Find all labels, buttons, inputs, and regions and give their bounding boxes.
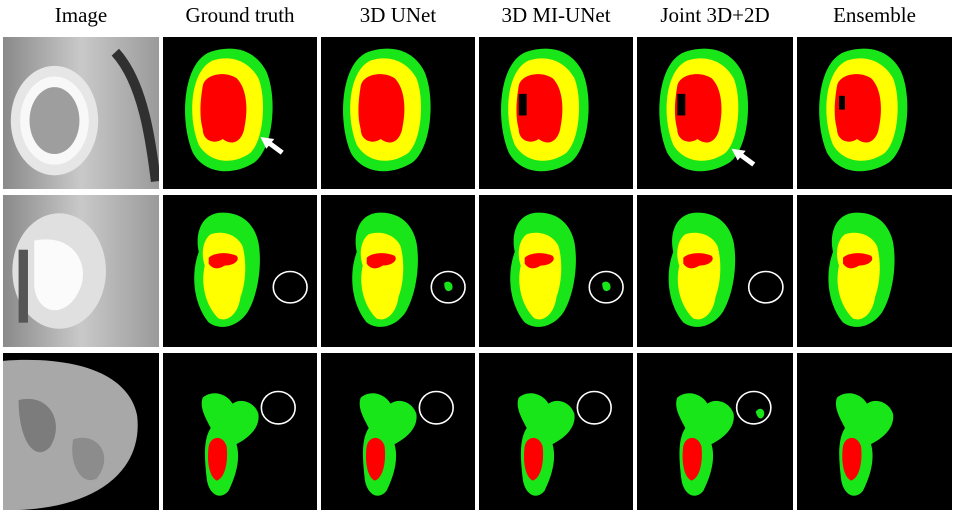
annotation-arrow-icon xyxy=(260,137,284,155)
segmentation-gt-row-1 xyxy=(185,48,273,172)
segmentation-miunet-row-2 xyxy=(510,212,611,327)
column-header-image: Image xyxy=(54,3,108,27)
mri-slice-row-1 xyxy=(3,37,159,189)
enhancing-region xyxy=(677,232,721,320)
necrosis-region xyxy=(524,253,554,269)
dark-core xyxy=(839,95,845,110)
panel-gt-row-2 xyxy=(194,212,308,327)
cell-image-row-3 xyxy=(3,353,159,510)
necrosis-region xyxy=(200,74,247,143)
column-header-gt: Ground truth xyxy=(185,3,295,27)
dark-core xyxy=(518,93,527,116)
cell-gt-row-1 xyxy=(163,37,317,189)
segmentation-joint-row-1 xyxy=(659,48,749,172)
necrosis-region xyxy=(516,74,563,143)
column-header-ensemble: Ensemble xyxy=(833,3,916,27)
cell-gt-row-3 xyxy=(163,353,317,510)
annotation-circle-icon xyxy=(747,270,784,304)
necrosis-region xyxy=(843,253,873,269)
cell-ensemble-row-3 xyxy=(797,353,952,510)
mri-slice-row-2 xyxy=(3,195,159,347)
segmentation-unet3d-row-1 xyxy=(343,48,431,172)
necrosis-region xyxy=(683,253,713,269)
panel-gt-row-1 xyxy=(185,48,284,172)
necrosis-region xyxy=(366,253,396,269)
necrosis-region xyxy=(207,437,228,481)
segmentation-unet3d-row-2 xyxy=(352,212,453,327)
enhancing-region xyxy=(837,232,880,320)
segmentation-miunet-row-3 xyxy=(517,393,575,496)
necrosis-region xyxy=(682,437,702,481)
necrosis-region xyxy=(365,437,386,481)
segmentation-gt-row-2 xyxy=(194,212,260,327)
necrosis-region xyxy=(358,74,405,143)
cell-unet3d-row-1 xyxy=(321,37,475,189)
necrosis-region xyxy=(523,437,544,481)
enhancing-region xyxy=(202,232,246,320)
segmentation-unet3d-row-3 xyxy=(359,393,417,496)
panel-gt-row-3 xyxy=(201,390,296,496)
mri-slice-row-3 xyxy=(3,353,159,510)
panel-image-row-3 xyxy=(3,353,159,510)
panel-joint-row-2 xyxy=(668,212,784,327)
enhancing-region xyxy=(360,232,404,320)
cell-joint-row-3 xyxy=(637,353,793,510)
cell-unet3d-row-2 xyxy=(321,195,475,347)
necrosis-region xyxy=(674,74,722,143)
enhancing-region xyxy=(518,232,562,320)
panel-miunet-row-2 xyxy=(510,212,624,327)
annotation-circle-icon xyxy=(260,390,296,425)
annotation-circle-icon xyxy=(735,390,772,425)
panel-miunet-row-3 xyxy=(517,390,612,496)
segmentation-gt-row-3 xyxy=(201,393,259,496)
annotation-arrow-icon xyxy=(731,148,756,167)
cell-ensemble-row-1 xyxy=(797,37,952,189)
cell-gt-row-2 xyxy=(163,195,317,347)
cell-miunet-row-2 xyxy=(479,195,633,347)
necrosis-region xyxy=(842,437,862,481)
cell-image-row-2 xyxy=(3,195,159,347)
column-header-miunet: 3D MI-UNet xyxy=(501,3,611,27)
segmentation-joint-row-2 xyxy=(668,212,736,327)
panel-ensemble-row-1 xyxy=(819,48,908,172)
cell-miunet-row-1 xyxy=(479,37,633,189)
annotation-circle-icon xyxy=(272,270,308,304)
cell-joint-row-2 xyxy=(637,195,793,347)
necrosis-region xyxy=(834,74,881,143)
necrosis-region xyxy=(208,253,238,269)
segmentation-miunet-row-1 xyxy=(501,48,589,172)
panel-ensemble-row-2 xyxy=(828,212,895,327)
cell-joint-row-1 xyxy=(637,37,793,189)
panel-unet3d-row-2 xyxy=(352,212,466,327)
cell-ensemble-row-2 xyxy=(797,195,952,347)
panel-image-row-1 xyxy=(3,37,159,189)
segmentation-joint-row-3 xyxy=(676,393,765,496)
cell-unet3d-row-3 xyxy=(321,353,475,510)
panel-miunet-row-1 xyxy=(501,48,589,172)
segmentation-ensemble-row-2 xyxy=(828,212,895,327)
annotation-circle-icon xyxy=(576,390,612,425)
panel-unet3d-row-3 xyxy=(359,390,454,496)
segmentation-ensemble-row-1 xyxy=(819,48,908,172)
panel-joint-row-3 xyxy=(676,390,772,496)
dark-core xyxy=(677,93,686,116)
annotation-circle-icon xyxy=(588,270,624,304)
panel-unet3d-row-1 xyxy=(343,48,431,172)
annotation-circle-icon xyxy=(430,270,466,304)
cell-miunet-row-3 xyxy=(479,353,633,510)
segmentation-ensemble-row-3 xyxy=(835,393,894,496)
panel-image-row-2 xyxy=(3,195,159,347)
annotation-circle-icon xyxy=(418,390,454,425)
cell-image-row-1 xyxy=(3,37,159,189)
column-header-unet3d: 3D UNet xyxy=(359,3,437,27)
panel-joint-row-1 xyxy=(659,48,756,172)
column-header-joint: Joint 3D+2D xyxy=(660,3,770,27)
panel-ensemble-row-3 xyxy=(835,393,894,496)
